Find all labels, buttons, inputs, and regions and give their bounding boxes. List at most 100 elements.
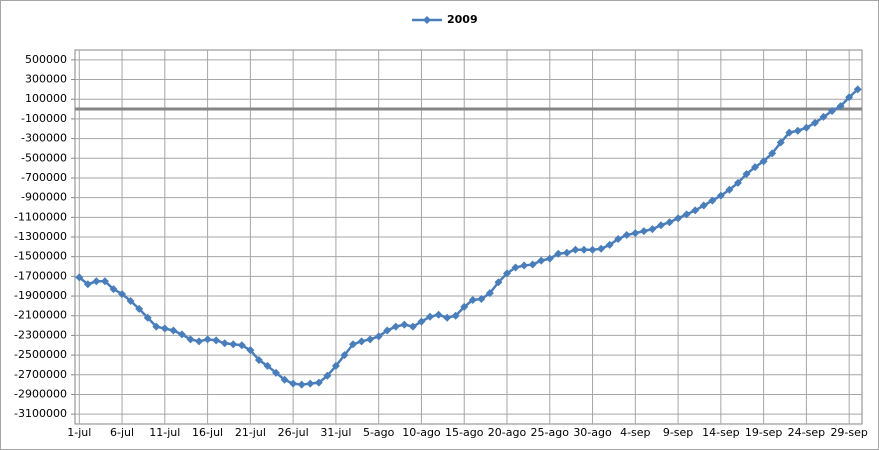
marker bbox=[417, 317, 426, 326]
x-tick-label: 29-sep bbox=[830, 426, 867, 439]
marker bbox=[819, 112, 828, 121]
marker bbox=[357, 337, 366, 346]
x-tick-label: 5-ago bbox=[363, 426, 395, 439]
marker bbox=[477, 295, 486, 304]
x-tick-label: 4-sep bbox=[620, 426, 650, 439]
marker bbox=[229, 340, 238, 349]
y-tick-label: -100000 bbox=[21, 112, 67, 125]
y-tick-label: -700000 bbox=[21, 171, 67, 184]
y-tick-label: -3100000 bbox=[14, 407, 67, 420]
marker bbox=[186, 335, 195, 344]
marker bbox=[160, 324, 169, 333]
marker bbox=[323, 371, 332, 380]
marker bbox=[751, 163, 760, 172]
marker bbox=[494, 278, 503, 287]
marker bbox=[152, 322, 161, 331]
y-tick-label: 300000 bbox=[25, 73, 67, 86]
x-tick-label: 10-ago bbox=[402, 426, 441, 439]
y-tick-label: -2700000 bbox=[14, 368, 67, 381]
marker bbox=[691, 206, 700, 215]
marker bbox=[511, 263, 520, 272]
marker bbox=[708, 196, 717, 205]
marker bbox=[759, 157, 768, 166]
marker bbox=[460, 302, 469, 311]
x-tick-label: 14-sep bbox=[702, 426, 739, 439]
marker bbox=[656, 221, 665, 230]
marker bbox=[374, 332, 383, 341]
y-tick-label: -300000 bbox=[21, 132, 67, 145]
x-tick-label: 6-jul bbox=[110, 426, 134, 439]
y-tick-label: 500000 bbox=[25, 53, 67, 66]
y-tick-label: -2300000 bbox=[14, 328, 67, 341]
marker bbox=[408, 322, 417, 331]
marker bbox=[75, 273, 84, 282]
marker bbox=[836, 102, 845, 111]
marker bbox=[485, 289, 494, 298]
y-tick-label: -900000 bbox=[21, 191, 67, 204]
x-tick-label: 26-jul bbox=[278, 426, 309, 439]
x-tick-label: 31-jul bbox=[320, 426, 351, 439]
y-tick-label: -1300000 bbox=[14, 230, 67, 243]
marker bbox=[468, 295, 477, 304]
y-tick-label: -2900000 bbox=[14, 387, 67, 400]
marker bbox=[520, 261, 529, 270]
marker bbox=[220, 339, 229, 348]
marker bbox=[785, 128, 794, 137]
marker bbox=[853, 85, 862, 94]
marker bbox=[331, 361, 340, 370]
marker bbox=[306, 379, 315, 388]
marker bbox=[426, 312, 435, 321]
marker bbox=[314, 378, 323, 387]
x-tick-label: 19-sep bbox=[745, 426, 782, 439]
y-tick-label: -2100000 bbox=[14, 309, 67, 322]
marker bbox=[554, 249, 563, 258]
marker bbox=[802, 123, 811, 132]
marker bbox=[340, 351, 349, 360]
y-tick-label: -1900000 bbox=[14, 289, 67, 302]
x-tick-label: 25-ago bbox=[531, 426, 570, 439]
marker bbox=[451, 311, 460, 320]
marker bbox=[682, 210, 691, 219]
marker bbox=[674, 214, 683, 223]
x-tick-label: 15-ago bbox=[445, 426, 484, 439]
marker bbox=[118, 290, 127, 299]
marker bbox=[828, 107, 837, 116]
marker bbox=[126, 296, 135, 305]
y-tick-label: -2500000 bbox=[14, 348, 67, 361]
marker bbox=[100, 277, 109, 286]
marker bbox=[622, 231, 631, 240]
marker bbox=[631, 229, 640, 238]
marker bbox=[733, 178, 742, 187]
y-tick-label: 100000 bbox=[25, 92, 67, 105]
x-tick-label: 24-sep bbox=[788, 426, 825, 439]
marker bbox=[699, 201, 708, 210]
marker bbox=[810, 118, 819, 127]
marker bbox=[289, 379, 298, 388]
marker bbox=[665, 218, 674, 227]
x-tick-label: 20-ago bbox=[488, 426, 527, 439]
marker bbox=[400, 320, 409, 329]
y-tick-label: -500000 bbox=[21, 151, 67, 164]
marker bbox=[742, 170, 751, 179]
x-tick-label: 30-ago bbox=[573, 426, 612, 439]
marker bbox=[588, 245, 597, 254]
y-tick-label: -1500000 bbox=[14, 250, 67, 263]
marker bbox=[793, 126, 802, 135]
x-tick-label: 16-jul bbox=[192, 426, 223, 439]
marker bbox=[280, 375, 289, 384]
marker bbox=[83, 280, 92, 289]
marker bbox=[571, 245, 580, 254]
marker bbox=[562, 248, 571, 257]
marker bbox=[297, 380, 306, 389]
x-tick-label: 9-sep bbox=[663, 426, 693, 439]
marker bbox=[366, 335, 375, 344]
marker bbox=[776, 138, 785, 147]
marker bbox=[597, 244, 606, 253]
marker bbox=[143, 313, 152, 322]
marker bbox=[92, 277, 101, 286]
marker bbox=[443, 313, 452, 322]
marker bbox=[639, 227, 648, 236]
marker bbox=[109, 285, 118, 294]
marker bbox=[237, 341, 246, 350]
